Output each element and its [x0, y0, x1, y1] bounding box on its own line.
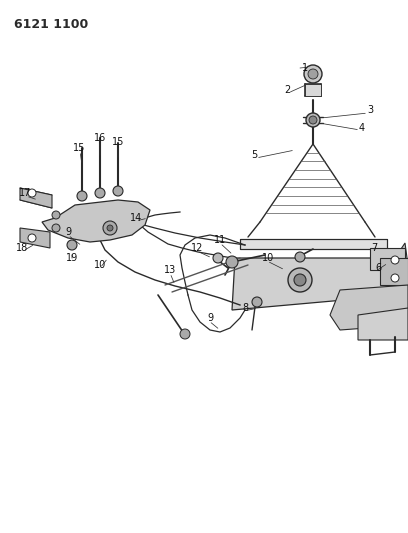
Circle shape — [95, 188, 105, 198]
Text: 5: 5 — [251, 150, 257, 160]
Circle shape — [391, 274, 399, 282]
Circle shape — [309, 116, 317, 124]
Text: 19: 19 — [66, 253, 78, 263]
Text: 12: 12 — [191, 243, 203, 253]
Circle shape — [52, 224, 60, 232]
Text: 18: 18 — [16, 243, 28, 253]
Text: 1: 1 — [302, 63, 308, 73]
Circle shape — [308, 69, 318, 79]
Circle shape — [213, 253, 223, 263]
Polygon shape — [305, 84, 321, 96]
Text: 16: 16 — [94, 133, 106, 143]
Circle shape — [113, 186, 123, 196]
Text: 3: 3 — [367, 105, 373, 115]
Circle shape — [103, 221, 117, 235]
Text: 13: 13 — [164, 265, 176, 275]
Circle shape — [288, 268, 312, 292]
Polygon shape — [395, 243, 408, 295]
Polygon shape — [358, 308, 408, 340]
Text: 9: 9 — [65, 227, 71, 237]
Text: 8: 8 — [242, 303, 248, 313]
Circle shape — [180, 329, 190, 339]
Text: 17: 17 — [19, 188, 31, 198]
Text: 15: 15 — [112, 137, 124, 147]
Circle shape — [252, 297, 262, 307]
Circle shape — [391, 256, 399, 264]
Circle shape — [67, 240, 77, 250]
Text: 9: 9 — [207, 313, 213, 323]
Text: 10: 10 — [262, 253, 274, 263]
Text: 15: 15 — [73, 143, 85, 153]
Circle shape — [226, 256, 238, 268]
Text: 10: 10 — [94, 260, 106, 270]
Circle shape — [295, 252, 305, 262]
Text: 2: 2 — [284, 85, 290, 95]
Circle shape — [77, 191, 87, 201]
Polygon shape — [42, 200, 150, 242]
Polygon shape — [330, 285, 408, 330]
Circle shape — [28, 189, 36, 197]
Polygon shape — [370, 248, 405, 270]
Circle shape — [304, 65, 322, 83]
Polygon shape — [20, 228, 50, 248]
Text: 6: 6 — [375, 263, 381, 273]
Text: 11: 11 — [214, 235, 226, 245]
Circle shape — [52, 211, 60, 219]
Polygon shape — [240, 239, 387, 249]
Polygon shape — [380, 258, 408, 285]
Circle shape — [28, 234, 36, 242]
Text: 7: 7 — [371, 243, 377, 253]
Circle shape — [107, 225, 113, 231]
Text: 14: 14 — [130, 213, 142, 223]
Text: 4: 4 — [359, 123, 365, 133]
Polygon shape — [232, 258, 400, 310]
Circle shape — [306, 113, 320, 127]
Circle shape — [294, 274, 306, 286]
Text: 6121 1100: 6121 1100 — [14, 18, 88, 31]
Polygon shape — [20, 188, 52, 208]
